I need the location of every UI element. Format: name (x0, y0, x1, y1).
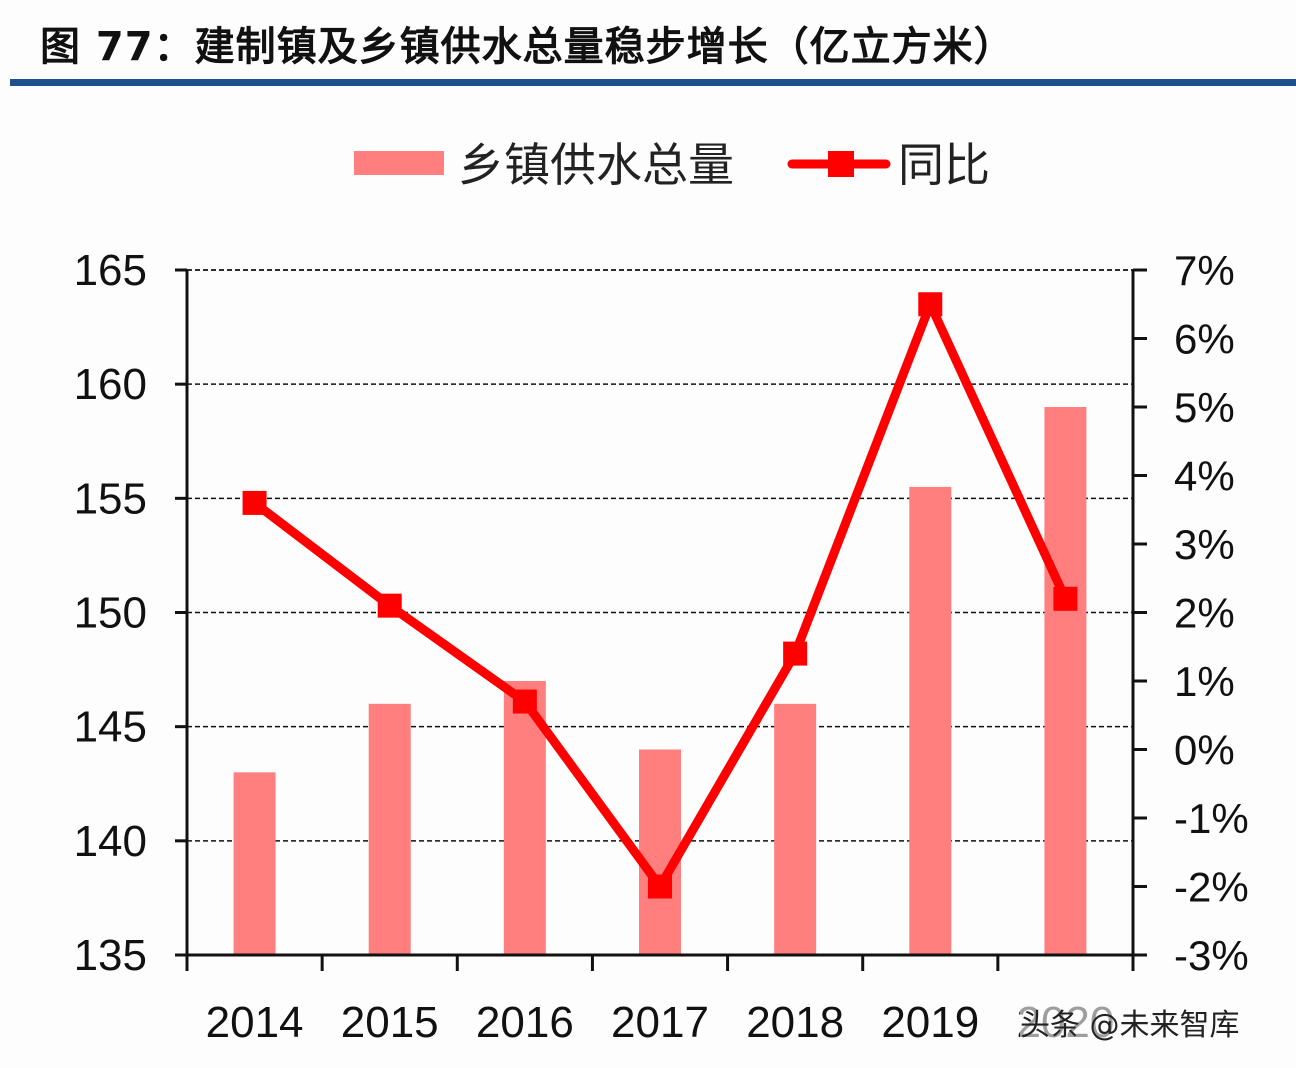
x-tick-label: 2016 (476, 998, 574, 1047)
yoy-marker-2017 (648, 874, 672, 899)
bar-2019 (909, 486, 952, 955)
bar-2014 (233, 772, 276, 955)
y2-tick-label: 1% (1174, 658, 1235, 705)
y-tick-label: 145 (74, 703, 147, 752)
bar-2017 (639, 749, 681, 955)
x-tick-label: 2015 (341, 998, 439, 1047)
title-rule (10, 79, 1296, 86)
yoy-marker-2016 (512, 689, 537, 714)
yoy-marker-2020 (1053, 586, 1078, 611)
y-tick-label: 165 (74, 246, 147, 295)
yoy-marker-2015 (377, 593, 402, 618)
y2-tick-label: 7% (1174, 247, 1235, 294)
x-tick-label: 2019 (881, 998, 979, 1047)
y2-tick-label: -3% (1174, 932, 1249, 979)
chart-title: 图 77：建制镇及乡镇供水总量稳步增长（亿立方米） (40, 24, 1015, 70)
watermark: 头条 @未来智库 (1020, 1000, 1240, 1044)
x-tick-label: 2014 (206, 998, 304, 1047)
y-tick-label: 135 (74, 931, 147, 980)
y2-tick-label: 2% (1174, 590, 1235, 637)
x-tick-label: 2018 (746, 998, 844, 1047)
y-tick-label: 140 (74, 817, 147, 866)
y-tick-label: 150 (74, 589, 147, 638)
yoy-marker-2014 (242, 490, 267, 515)
legend-bar-swatch (354, 151, 444, 175)
y-tick-label: 160 (74, 360, 147, 409)
bar-2018 (774, 703, 817, 955)
y2-tick-label: 6% (1174, 316, 1235, 363)
y2-tick-label: -1% (1174, 795, 1249, 842)
y-tick-label: 155 (74, 474, 147, 523)
yoy-marker-2019 (918, 292, 943, 317)
y2-tick-label: 5% (1174, 384, 1235, 431)
bar-2015 (368, 703, 411, 955)
y2-tick-label: 3% (1174, 521, 1235, 568)
legend-line-label: 同比 (898, 138, 990, 192)
y2-tick-label: -2% (1174, 864, 1249, 911)
y2-tick-label: 4% (1174, 453, 1235, 500)
legend-bar-label: 乡镇供水总量 (458, 138, 734, 192)
bar-2020 (1044, 407, 1087, 955)
legend-line-marker (828, 151, 854, 177)
y2-tick-label: 0% (1174, 727, 1235, 774)
x-tick-label: 2017 (611, 998, 709, 1047)
yoy-marker-2018 (783, 641, 808, 666)
